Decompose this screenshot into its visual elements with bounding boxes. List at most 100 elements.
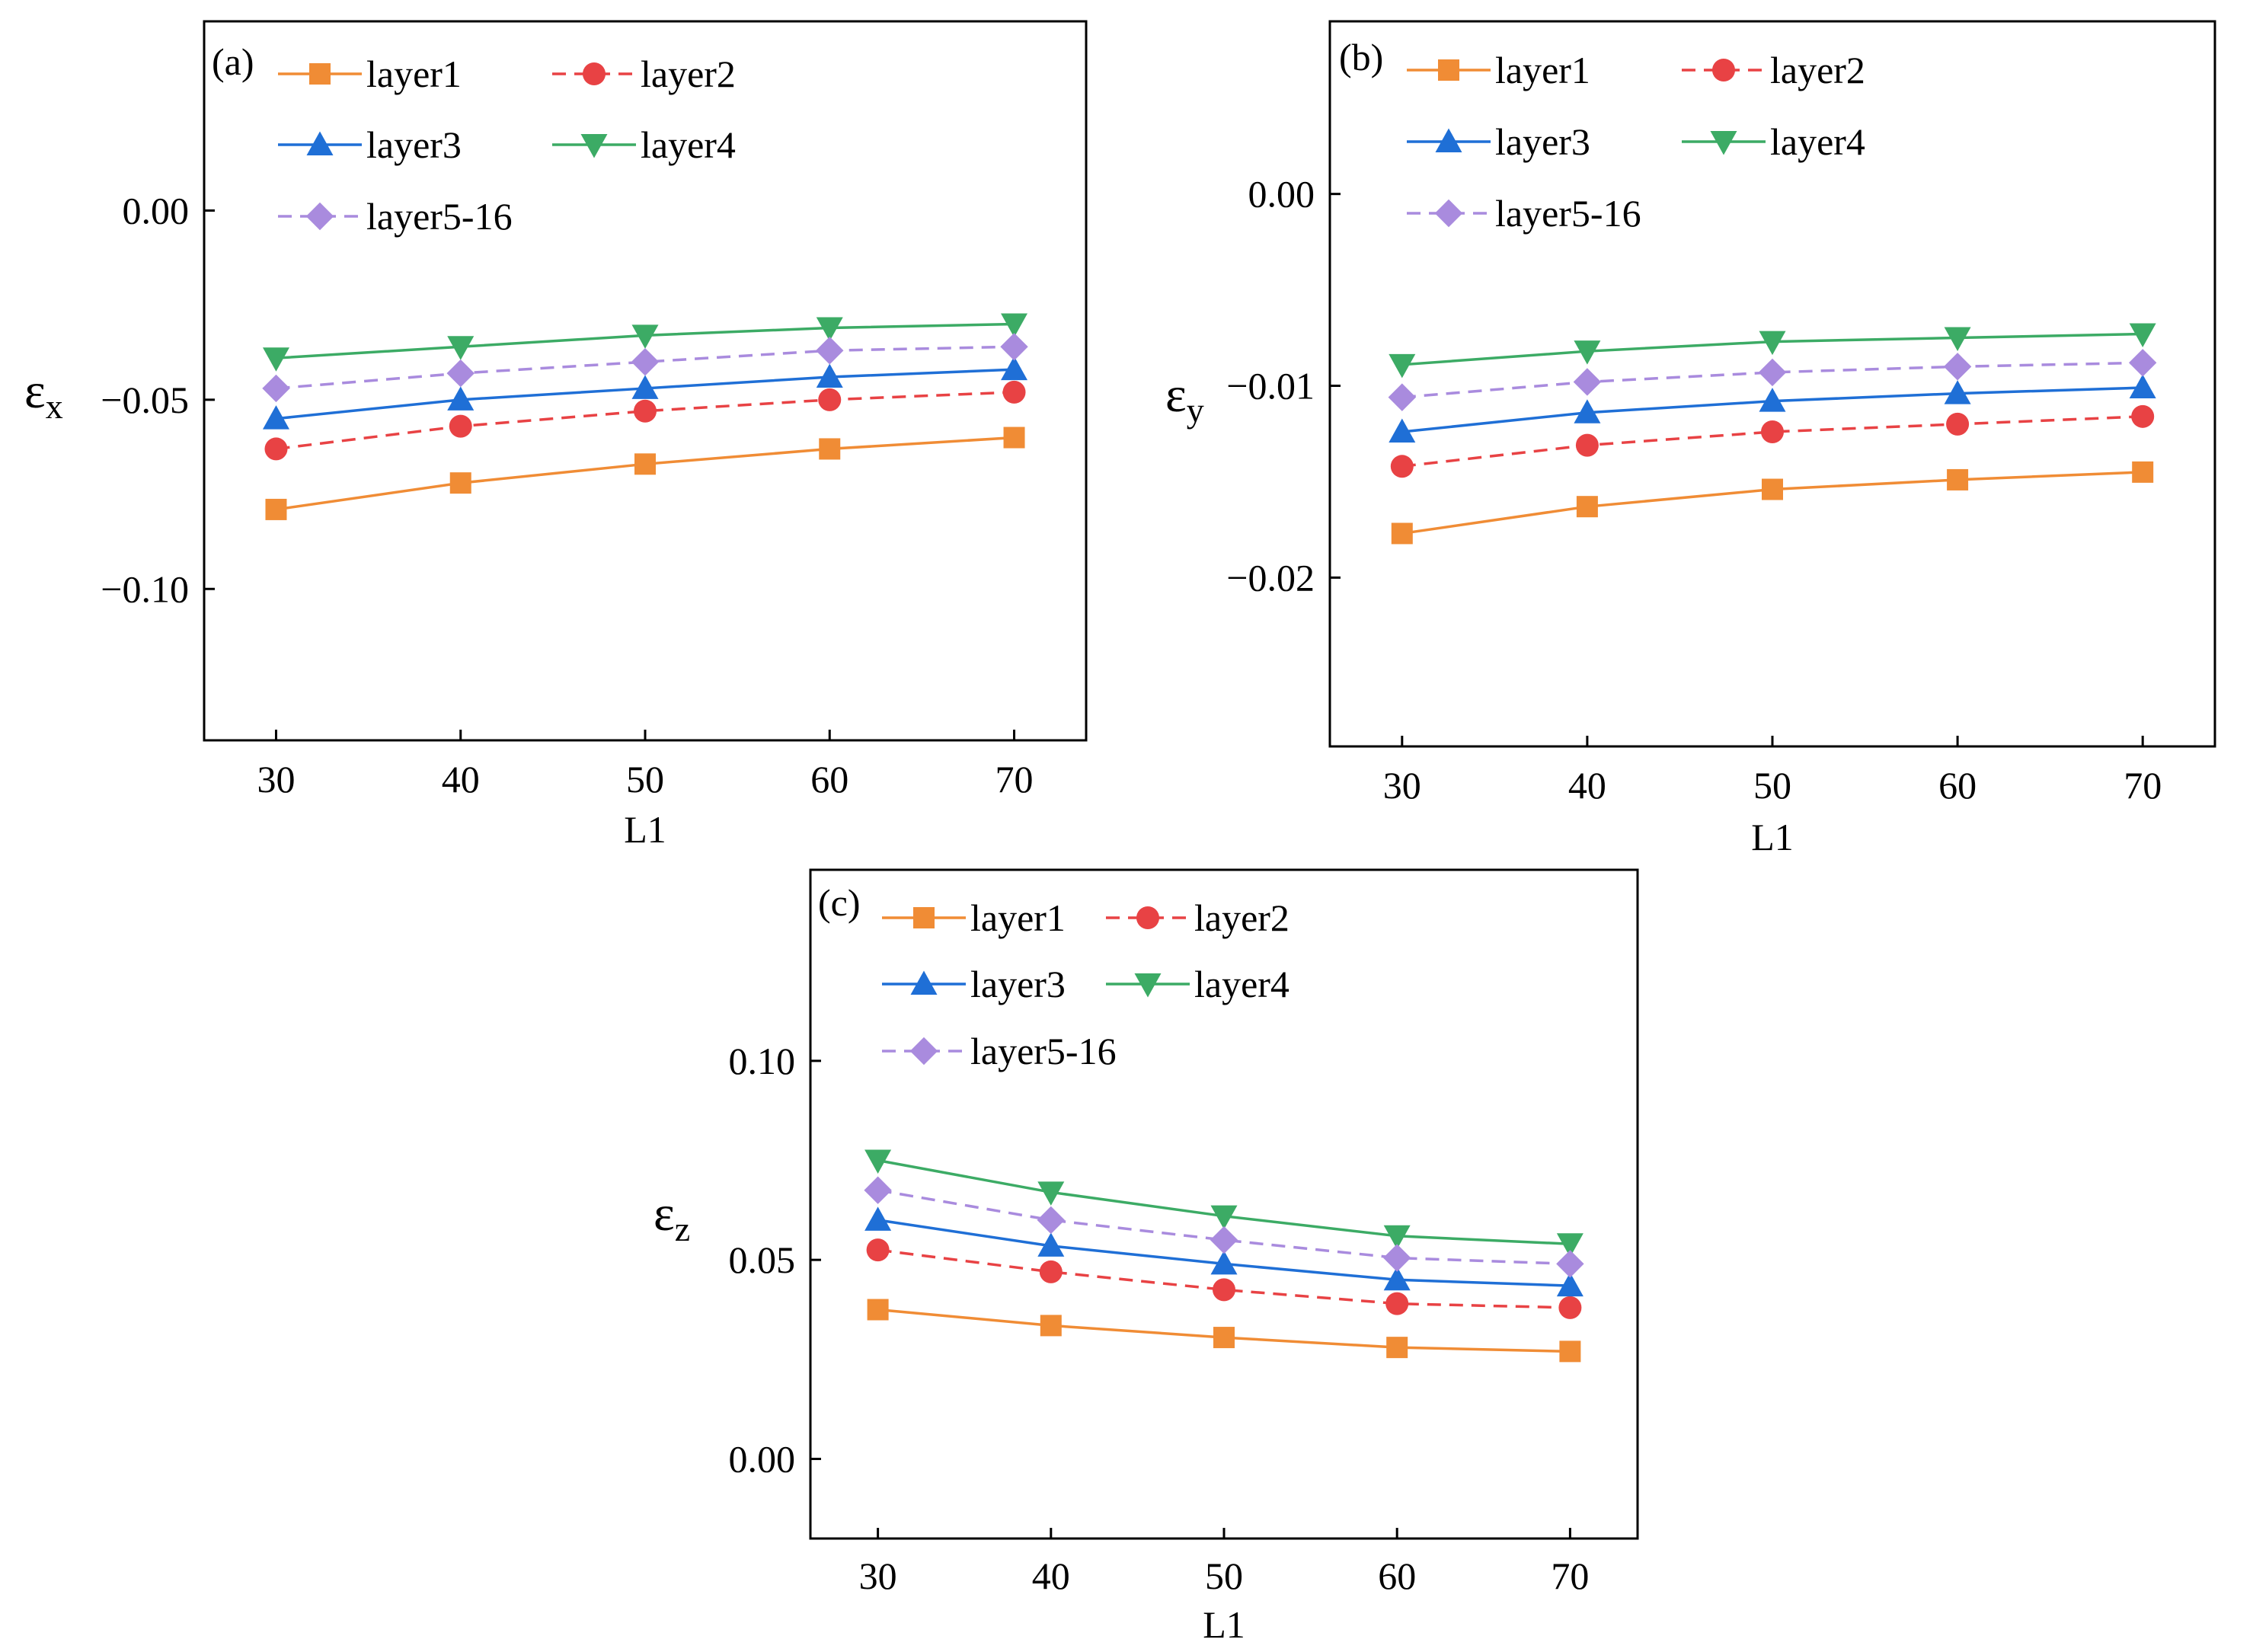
x-tick-label: 40 (442, 758, 480, 800)
data-point (867, 1299, 889, 1321)
data-point (631, 347, 660, 376)
data-point (1003, 427, 1025, 449)
series-layer5-16 (1388, 349, 2157, 411)
data-point (264, 437, 288, 461)
legend-swatch-marker (306, 131, 334, 155)
x-tick-label: 70 (2124, 764, 2162, 807)
legend-swatch-marker (1438, 59, 1459, 81)
data-point (1386, 1337, 1408, 1359)
data-point (634, 453, 656, 475)
data-point (1385, 1292, 1409, 1315)
panel-label: (b) (1339, 36, 1383, 78)
x-axis-title: L1 (1751, 816, 1794, 858)
series-layer4 (262, 313, 1028, 372)
data-point (449, 414, 472, 438)
legend-item: layer2 (1106, 896, 1289, 939)
y-tick-label: 0.00 (729, 1437, 796, 1480)
legend-item: layer4 (552, 123, 736, 166)
legend-swatch-marker (580, 134, 608, 158)
data-point (816, 337, 844, 365)
data-point (1000, 333, 1028, 361)
data-point (447, 386, 475, 411)
legend-swatch-marker (1434, 199, 1463, 228)
legend-swatch-marker (1710, 131, 1737, 155)
y-axis-title-symbol: ε (654, 1186, 675, 1241)
data-point (1382, 1244, 1411, 1272)
series-layer3 (1389, 374, 2156, 443)
data-point (265, 498, 287, 520)
legend-label: layer1 (366, 53, 462, 95)
legend: layer1 layer2 layer3 layer4 layer5-16 (882, 896, 1289, 1072)
y-tick-label: −0.05 (101, 379, 189, 421)
data-point (2129, 323, 2156, 348)
data-point (864, 1149, 892, 1174)
legend-swatch-marker (305, 202, 334, 231)
legend-item: layer5-16 (278, 195, 513, 238)
data-point (1759, 331, 1786, 356)
data-point (449, 472, 471, 494)
legend-swatch-marker (1435, 128, 1462, 152)
series-layer2 (264, 380, 1026, 461)
legend-label: layer2 (1194, 896, 1289, 939)
x-axis-title: L1 (624, 808, 666, 851)
y-axis-title-subscript: z (675, 1209, 690, 1248)
legend-item: layer2 (552, 53, 736, 95)
data-point (1037, 1206, 1066, 1235)
panel-label: (a) (212, 40, 254, 83)
data-point (1001, 356, 1028, 381)
legend-swatch-marker (909, 1037, 938, 1066)
x-tick-label: 40 (1568, 764, 1606, 807)
data-point (1573, 368, 1602, 396)
x-tick-label: 70 (1551, 1555, 1589, 1597)
legend-label: layer3 (970, 963, 1066, 1005)
data-point (1759, 388, 1786, 412)
legend-item: layer4 (1682, 120, 1865, 163)
data-point (1575, 433, 1599, 457)
data-point (864, 1206, 892, 1231)
x-axis-title: L1 (1203, 1603, 1245, 1646)
data-point (1037, 1181, 1065, 1206)
series-line (877, 1188, 1571, 1266)
legend-label: layer5-16 (1495, 192, 1641, 235)
data-point (819, 438, 841, 460)
data-point (1037, 1232, 1065, 1257)
legend-item: layer4 (1106, 963, 1289, 1005)
legend: layer1 layer2 layer3 layer4 layer5-16 (1407, 49, 1865, 235)
data-point (866, 1238, 890, 1262)
series-line (1401, 361, 2143, 399)
legend-item: layer5-16 (1407, 192, 1641, 235)
data-point (1213, 1278, 1235, 1302)
series-layer3 (864, 1206, 1583, 1297)
legend-label: layer2 (641, 53, 736, 95)
y-axis-title: εy (1165, 367, 1204, 430)
data-point (1210, 1225, 1238, 1254)
data-point (864, 1176, 892, 1204)
legend-label: layer2 (1770, 49, 1865, 91)
y-axis-title: εz (654, 1186, 690, 1248)
data-point (1947, 468, 1969, 490)
data-point (818, 388, 842, 411)
data-point (1556, 1250, 1584, 1278)
legend-swatch-marker (1712, 59, 1735, 81)
series-layer1 (1391, 461, 2154, 545)
legend-label: layer5-16 (970, 1030, 1117, 1072)
data-point (1001, 313, 1028, 337)
data-point (1559, 1340, 1581, 1363)
legend-swatch-marker (583, 62, 606, 85)
data-point (1946, 412, 1970, 436)
data-point (446, 359, 475, 388)
series-layer1 (265, 427, 1025, 520)
data-point (1039, 1260, 1063, 1283)
legend-label: layer4 (1770, 120, 1865, 163)
x-tick-label: 60 (1938, 764, 1977, 807)
data-point (1391, 522, 1413, 545)
data-point (1383, 1225, 1411, 1250)
data-point (1761, 420, 1784, 443)
legend-item: layer2 (1682, 49, 1865, 91)
legend-swatch-marker (309, 63, 331, 85)
series-layer4 (1389, 323, 2156, 379)
data-point (1213, 1327, 1235, 1349)
legend-swatch-marker (1136, 906, 1159, 929)
series-layer4 (864, 1149, 1583, 1257)
